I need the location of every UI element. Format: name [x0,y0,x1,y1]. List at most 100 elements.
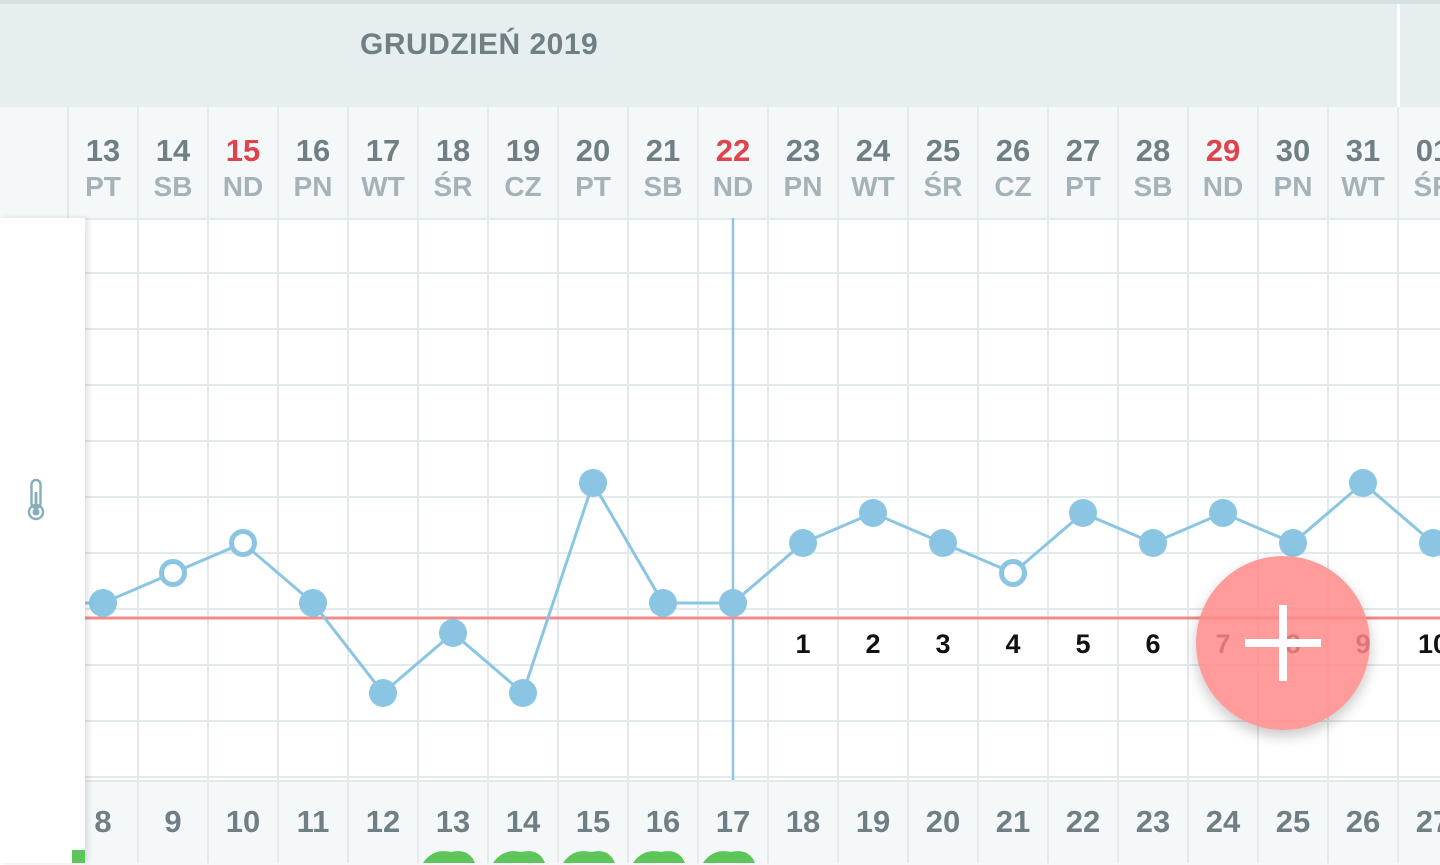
day-weekday: ŚR [1414,171,1440,202]
post-shift-label: 1 [795,629,810,659]
day-number: 29 [1206,133,1240,168]
data-point [719,589,747,617]
fertility-marker [703,851,755,863]
add-entry-button[interactable] [1196,556,1370,730]
day-weekday: WT [851,171,895,202]
day-weekday: ND [223,171,263,202]
post-shift-label: 4 [1005,629,1020,659]
data-point [789,529,817,557]
day-weekday: CZ [994,171,1031,202]
data-point [1349,469,1377,497]
day-number: 18 [436,133,470,168]
day-number: 21 [646,133,680,168]
data-point [439,619,467,647]
day-weekday: PN [1274,171,1313,202]
day-header-row [0,107,1440,220]
day-weekday: SB [1134,171,1173,202]
cycle-day-label: 12 [366,804,400,839]
day-number: 31 [1346,133,1380,168]
cycle-day-label: 23 [1136,804,1170,839]
day-number: 17 [366,133,400,168]
day-number: 16 [296,133,330,168]
day-number: 23 [786,133,820,168]
open-point [999,559,1027,587]
data-point [929,529,957,557]
day-weekday: WT [1341,171,1385,202]
cycle-day-label: 10 [226,804,260,839]
open-point [229,529,257,557]
day-weekday: PT [575,171,611,202]
cycle-day-label: 25 [1276,804,1310,839]
day-number: 14 [156,133,191,168]
cycle-day-label: 24 [1206,804,1241,839]
green-marker [72,850,85,863]
data-point [1139,529,1167,557]
data-point [299,589,327,617]
cycle-day-label: 14 [506,804,541,839]
data-point [89,589,117,617]
fertility-marker [633,851,685,863]
data-point [1419,529,1440,557]
cycle-day-label: 21 [996,804,1030,839]
chart-left-panel [0,218,85,863]
data-point [1279,529,1307,557]
cycle-day-label: 16 [646,804,680,839]
day-weekday: ND [1203,171,1243,202]
post-shift-label: 5 [1075,629,1090,659]
chart-grid [67,107,1440,863]
cycle-day-label: 26 [1346,804,1380,839]
data-point [859,499,887,527]
post-shift-label: 3 [935,629,950,659]
day-number: 19 [506,133,540,168]
day-number: 27 [1066,133,1100,168]
day-number: 01 [1416,133,1440,168]
cycle-day-label: 9 [164,804,181,839]
fertility-marker [423,851,475,863]
cycle-day-label: 11 [297,804,330,839]
data-point [369,679,397,707]
bottom-left-strip [0,780,72,850]
day-labels: 13PT14SB15ND16PN17WT18ŚR19CZ20PT21SB22ND… [85,133,1440,202]
cycle-day-label: 27 [1416,804,1440,839]
month-header: GRUDZIEŃ 2019 [0,0,1440,111]
cycle-day-label: 18 [786,804,820,839]
day-number: 15 [226,133,260,168]
open-point [159,559,187,587]
data-point [579,469,607,497]
cycle-day-label: 8 [94,804,111,839]
day-number: 30 [1276,133,1310,168]
day-number: 25 [926,133,960,168]
fertility-marker [563,851,615,863]
day-weekday: PN [784,171,823,202]
day-number: 22 [716,133,750,168]
cycle-day-label: 17 [716,804,750,839]
day-number: 28 [1136,133,1170,168]
cycle-day-label: 15 [576,804,610,839]
post-shift-label: 10 [1418,629,1440,659]
data-point [649,589,677,617]
cycle-day-row [85,780,1440,865]
month-divider [1397,4,1400,111]
day-number: 24 [856,133,891,168]
cycle-day-label: 20 [926,804,960,839]
post-shift-label: 6 [1145,629,1160,659]
day-weekday: SB [154,171,193,202]
day-weekday: ŚR [924,171,963,202]
cycle-day-labels: 8 9 10 11 12 13 14 15 16 17 18 19 20 21 22 23 24 25 26 27 [94,804,1440,863]
day-weekday: ND [713,171,753,202]
day-number: 20 [576,133,610,168]
day-weekday: CZ [504,171,541,202]
data-point [1069,499,1097,527]
day-weekday: ŚR [434,171,473,202]
temperature-points [89,469,1440,707]
day-weekday: PT [1065,171,1101,202]
data-point [1209,499,1237,527]
cycle-day-label: 13 [436,804,470,839]
day-weekday: WT [361,171,405,202]
cycle-day-label: 19 [856,804,890,839]
thermometer-icon [22,478,50,527]
day-number: 26 [996,133,1030,168]
day-number: 13 [86,133,120,168]
fertility-marker [493,851,545,863]
